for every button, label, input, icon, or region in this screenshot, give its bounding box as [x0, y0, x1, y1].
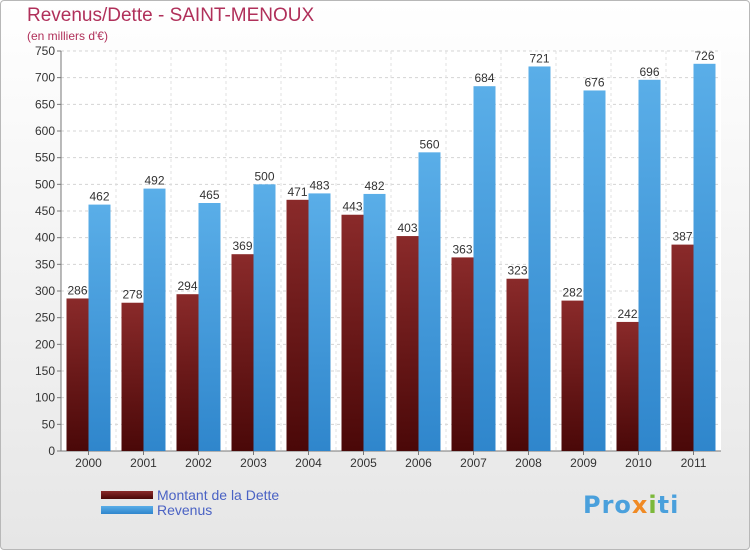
- y-tick-label: 550: [35, 151, 55, 165]
- data-label-revenus: 462: [89, 190, 109, 204]
- y-tick-label: 150: [35, 364, 55, 378]
- legend-label-dette: Montant de la Dette: [157, 486, 280, 503]
- bar-dette: [616, 321, 639, 451]
- chart-subtitle: (en milliers d'€): [27, 29, 108, 43]
- data-label-revenus: 492: [144, 174, 164, 188]
- chart-title: Revenus/Dette - SAINT-MENOUX: [27, 5, 315, 26]
- bar-revenus: [473, 86, 496, 451]
- data-label-dette: 471: [287, 185, 307, 199]
- data-label-dette: 278: [122, 288, 142, 302]
- y-tick-label: 250: [35, 311, 55, 325]
- x-tick-label: 2009: [570, 456, 597, 470]
- data-label-revenus: 500: [254, 169, 274, 183]
- bar-dette: [66, 298, 89, 451]
- bar-revenus: [638, 79, 661, 452]
- bar-revenus: [253, 184, 276, 452]
- y-tick-label: 750: [35, 44, 55, 58]
- bar-revenus: [583, 90, 606, 451]
- x-tick-label: 2003: [240, 456, 267, 470]
- x-tick-label: 2001: [130, 456, 157, 470]
- bar-dette: [506, 278, 529, 451]
- x-tick-label: 2005: [350, 456, 377, 470]
- bar-revenus: [198, 203, 221, 451]
- bar-revenus: [88, 204, 111, 451]
- legend-item-dette: Montant de la Dette: [101, 486, 280, 503]
- data-label-revenus: 726: [694, 49, 714, 63]
- x-tick-label: 2011: [681, 456, 707, 470]
- data-label-dette: 403: [397, 221, 417, 235]
- y-tick-label: 600: [35, 124, 55, 138]
- bar-dette: [341, 214, 364, 451]
- data-label-dette: 286: [67, 283, 87, 297]
- data-label-revenus: 482: [364, 179, 384, 193]
- x-tick-label: 2000: [75, 456, 102, 470]
- data-label-dette: 282: [562, 286, 582, 300]
- data-label-revenus: 676: [584, 75, 604, 89]
- y-tick-label: 700: [35, 71, 55, 85]
- y-tick-label: 50: [42, 417, 56, 431]
- x-tick-label: 2008: [515, 456, 542, 470]
- bar-dette: [121, 302, 144, 451]
- data-label-revenus: 560: [419, 137, 439, 151]
- data-label-revenus: 465: [199, 188, 219, 202]
- data-label-dette: 242: [617, 307, 637, 321]
- y-tick-label: 400: [35, 231, 55, 245]
- y-tick-label: 300: [35, 284, 55, 298]
- y-tick-label: 350: [35, 257, 55, 271]
- bar-dette: [561, 300, 584, 451]
- bar-revenus: [363, 193, 386, 451]
- legend-swatch-dette: [101, 490, 153, 499]
- bar-dette: [671, 244, 694, 451]
- proxiti-logo: Proxiti: [583, 491, 680, 519]
- data-label-revenus: 483: [309, 178, 329, 192]
- x-tick-label: 2004: [295, 456, 322, 470]
- bar-dette: [286, 199, 309, 451]
- data-label-revenus: 696: [639, 65, 659, 79]
- bar-dette: [176, 294, 199, 451]
- x-tick-label: 2010: [625, 456, 652, 470]
- data-label-dette: 294: [177, 279, 197, 293]
- data-label-revenus: 684: [474, 71, 494, 85]
- legend-item-revenus: Revenus: [101, 501, 279, 518]
- legend-label-revenus: Revenus: [157, 501, 213, 518]
- legend-swatch-revenus: [101, 505, 153, 514]
- bar-dette: [396, 236, 419, 451]
- bar-revenus: [308, 193, 331, 451]
- y-tick-label: 100: [35, 391, 55, 405]
- data-label-dette: 443: [342, 200, 362, 214]
- data-label-dette: 363: [452, 242, 472, 256]
- chart-legend: Montant de la Dette Revenus: [101, 486, 280, 518]
- bar-dette: [451, 257, 474, 451]
- y-tick-label: 500: [35, 177, 55, 191]
- data-label-dette: 369: [232, 239, 252, 253]
- x-tick-label: 2002: [185, 456, 212, 470]
- bar-revenus: [528, 66, 551, 451]
- bar-revenus: [693, 63, 716, 452]
- data-label-dette: 323: [507, 264, 527, 278]
- x-tick-label: 2006: [405, 456, 432, 470]
- data-label-dette: 387: [672, 230, 692, 244]
- y-tick-label: 200: [35, 337, 55, 351]
- data-label-revenus: 721: [529, 51, 549, 65]
- bar-revenus: [143, 188, 166, 451]
- y-tick-label: 650: [35, 97, 55, 111]
- bar-dette: [231, 254, 254, 451]
- x-tick-label: 2007: [460, 456, 487, 470]
- y-tick-label: 450: [35, 204, 55, 218]
- bar-revenus: [418, 152, 441, 452]
- y-tick-label: 0: [48, 444, 55, 458]
